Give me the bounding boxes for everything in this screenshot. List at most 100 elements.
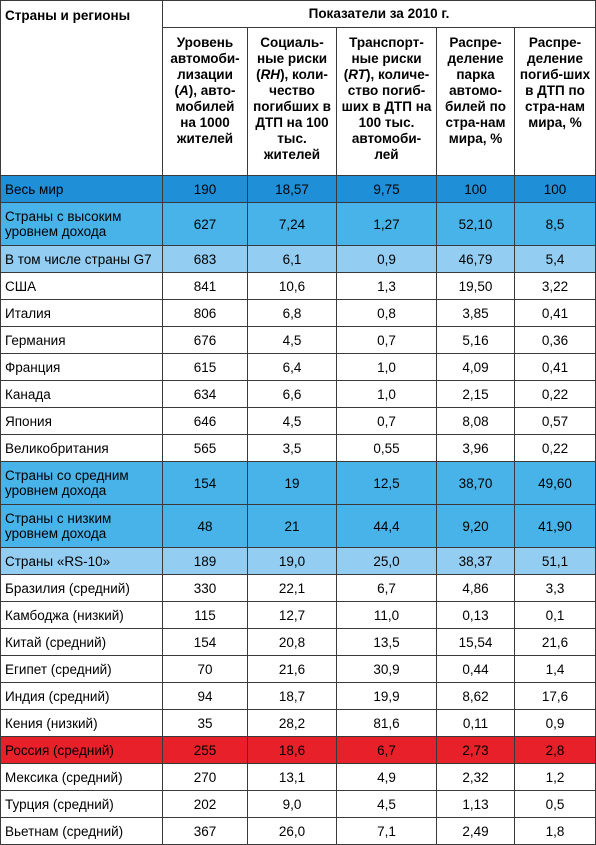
cell-value: 6,6: [247, 380, 337, 408]
table-row: Бразилия (средний) 330 22,1 6,7 4,86 3,3: [0, 574, 596, 602]
cell-value: 19,50: [436, 272, 515, 300]
column-header-text: Социаль-ные риски (: [256, 35, 328, 82]
table-row: Мексика (средний) 270 13,1 4,9 2,32 1,2: [0, 763, 596, 791]
cell-value: 4,5: [247, 407, 337, 435]
cell-value: 4,09: [436, 353, 515, 381]
table-row: Франция 615 6,4 1,0 4,09 0,41: [0, 353, 596, 381]
table-row: Страны «RS-10» 189 19,0 25,0 38,37 51,1: [0, 547, 596, 575]
cell-value: 6,4: [247, 353, 337, 381]
cell-value: 52,10: [436, 202, 515, 246]
cell-value: 3,3: [514, 574, 596, 602]
cell-value: 0,8: [336, 299, 437, 327]
cell-value: 38,37: [436, 547, 515, 575]
column-variable: RH: [260, 67, 281, 82]
row-name: Страны со средним уровнем дохода: [0, 461, 163, 505]
cell-value: 18,7: [247, 682, 337, 710]
cell-value: 46,79: [436, 245, 515, 273]
cell-value: 0,36: [514, 326, 596, 354]
cell-value: 0,22: [514, 434, 596, 462]
cell-value: 8,08: [436, 407, 515, 435]
table-row: Канада 634 6,6 1,0 2,15 0,22: [0, 380, 596, 408]
cell-value: 154: [162, 461, 248, 505]
cell-value: 0,41: [514, 353, 596, 381]
row-name: Страны с низким уровнем дохода: [0, 504, 163, 548]
column-header-1: Уровень автомоби-лизации (A), авто-мобил…: [162, 27, 248, 176]
cell-value: 676: [162, 326, 248, 354]
table-row: Египет (средний) 70 21,6 30,9 0,44 1,4: [0, 655, 596, 683]
row-name: Весь мир: [0, 175, 163, 203]
column-header-text: Уровень автомоби-лизации (: [170, 35, 240, 98]
table-row: Китай (средний) 154 20,8 13,5 15,54 21,6: [0, 628, 596, 656]
cell-value: 0,44: [436, 655, 515, 683]
cell-value: 7,1: [336, 817, 437, 845]
cell-value: 202: [162, 790, 248, 818]
cell-value: 81,6: [336, 709, 437, 737]
header-indicators-group: Показатели за 2010 г.: [162, 0, 596, 28]
cell-value: 1,2: [514, 763, 596, 791]
cell-value: 0,5: [514, 790, 596, 818]
table-row: Индия (средний) 94 18,7 19,9 8,62 17,6: [0, 682, 596, 710]
cell-value: 28,2: [247, 709, 337, 737]
table-body: Весь мир 190 18,57 9,75 100 100 Страны с высок…: [0, 175, 596, 845]
cell-value: 35: [162, 709, 248, 737]
cell-value: 330: [162, 574, 248, 602]
column-header-text: ), количе-ство погиб-ших в ДТП на 100 ты…: [341, 67, 432, 162]
cell-value: 17,6: [514, 682, 596, 710]
cell-value: 9,0: [247, 790, 337, 818]
cell-value: 44,4: [336, 504, 437, 548]
cell-value: 2,15: [436, 380, 515, 408]
table-row: Кения (низкий) 35 28,2 81,6 0,11 0,9: [0, 709, 596, 737]
cell-value: 2,73: [436, 736, 515, 764]
cell-value: 6,1: [247, 245, 337, 273]
column-header-5: Распре-деление погиб-ших в ДТП по стра-н…: [514, 27, 596, 176]
cell-value: 0,9: [336, 245, 437, 273]
cell-value: 615: [162, 353, 248, 381]
table-row: В том числе страны G7 683 6,1 0,9 46,79 5,4: [0, 245, 596, 273]
row-name: Кения (низкий): [0, 709, 163, 737]
cell-value: 100: [514, 175, 596, 203]
column-header-text: Распре-деление погиб-ших в ДТП по стра-н…: [519, 35, 591, 130]
cell-value: 18,57: [247, 175, 337, 203]
cell-value: 367: [162, 817, 248, 845]
cell-value: 41,90: [514, 504, 596, 548]
row-name: Бразилия (средний): [0, 574, 163, 602]
header-row-top: Страны и регионы Показатели за 2010 г.: [0, 0, 596, 176]
cell-value: 189: [162, 547, 248, 575]
cell-value: 0,13: [436, 601, 515, 629]
cell-value: 4,86: [436, 574, 515, 602]
cell-value: 3,85: [436, 299, 515, 327]
cell-value: 0,57: [514, 407, 596, 435]
cell-value: 12,7: [247, 601, 337, 629]
cell-value: 2,49: [436, 817, 515, 845]
cell-value: 13,1: [247, 763, 337, 791]
row-name: Великобритания: [0, 434, 163, 462]
cell-value: 2,32: [436, 763, 515, 791]
table-row: Япония 646 4,5 0,7 8,08 0,57: [0, 407, 596, 435]
cell-value: 100: [436, 175, 515, 203]
cell-value: 8,5: [514, 202, 596, 246]
cell-value: 270: [162, 763, 248, 791]
row-name: Египет (средний): [0, 655, 163, 683]
cell-value: 19,0: [247, 547, 337, 575]
cell-value: 38,70: [436, 461, 515, 505]
cell-value: 190: [162, 175, 248, 203]
row-name: Индия (средний): [0, 682, 163, 710]
cell-value: 8,62: [436, 682, 515, 710]
row-name: Вьетнам (средний): [0, 817, 163, 845]
cell-value: 0,7: [336, 326, 437, 354]
row-name: Мексика (средний): [0, 763, 163, 791]
row-name: Страны «RS-10»: [0, 547, 163, 575]
table-row: Турция (средний) 202 9,0 4,5 1,13 0,5: [0, 790, 596, 818]
cell-value: 7,24: [247, 202, 337, 246]
cell-value: 94: [162, 682, 248, 710]
row-name: Россия (средний): [0, 736, 163, 764]
table-row: Страны с высоким уровнем дохода 627 7,24 1,…: [0, 202, 596, 246]
cell-value: 49,60: [514, 461, 596, 505]
cell-value: 1,0: [336, 380, 437, 408]
cell-value: 1,13: [436, 790, 515, 818]
table-row: Страны со средним уровнем дохода 154 19 12,…: [0, 461, 596, 505]
cell-value: 1,27: [336, 202, 437, 246]
cell-value: 806: [162, 299, 248, 327]
header-row-columns: Уровень автомоби-лизации (A), авто-мобил…: [1, 27, 596, 176]
cell-value: 634: [162, 380, 248, 408]
